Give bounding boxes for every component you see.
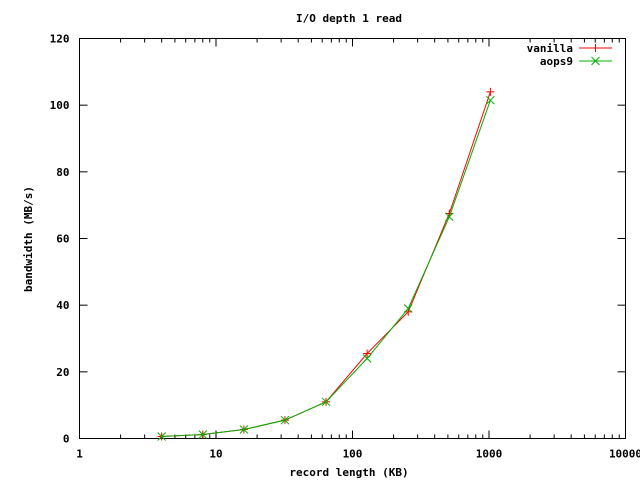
y-tick-label: 0 (63, 433, 70, 446)
data-point-aops9 (403, 304, 413, 313)
y-tick-label: 20 (56, 366, 69, 379)
y-tick-label: 60 (56, 233, 69, 246)
legend-marker-aops9 (591, 56, 600, 66)
axis-ticks (79, 38, 626, 439)
x-tick-label: 100 (343, 448, 363, 461)
legend-marker-vanilla (591, 44, 600, 52)
data-point-aops9 (157, 432, 167, 441)
data-point-vanilla (363, 349, 372, 358)
y-tick-label: 100 (50, 99, 70, 112)
chart-title: I/O depth 1 read (296, 12, 402, 25)
y-tick-label: 40 (56, 299, 69, 312)
data-point-aops9 (321, 397, 331, 407)
series-aops9 (157, 95, 495, 441)
series-layer (157, 87, 495, 441)
series-vanilla (157, 87, 495, 441)
data-point-aops9 (280, 415, 290, 425)
legend-label-vanilla: vanilla (527, 42, 573, 55)
data-point-vanilla (486, 87, 495, 96)
series-line-aops9 (161, 100, 491, 437)
x-axis-label: record length (KB) (289, 466, 408, 479)
data-point-aops9 (444, 212, 454, 222)
legend-label-aops9: aops9 (540, 55, 573, 68)
y-axis-label: bandwidth (MB/s) (22, 186, 35, 292)
plot-area-frame (79, 38, 626, 439)
x-tick-label: 10 (209, 448, 222, 461)
x-tick-label: 1000 (476, 448, 503, 461)
data-point-aops9 (239, 425, 249, 434)
y-tick-label: 80 (56, 166, 69, 179)
data-point-aops9 (362, 354, 372, 363)
data-point-aops9 (198, 430, 208, 439)
series-line-vanilla (161, 91, 491, 437)
data-point-aops9 (486, 95, 495, 105)
y-tick-label: 120 (50, 33, 70, 46)
x-tick-label: 10000 (609, 448, 640, 461)
x-tick-label: 1 (76, 448, 83, 461)
